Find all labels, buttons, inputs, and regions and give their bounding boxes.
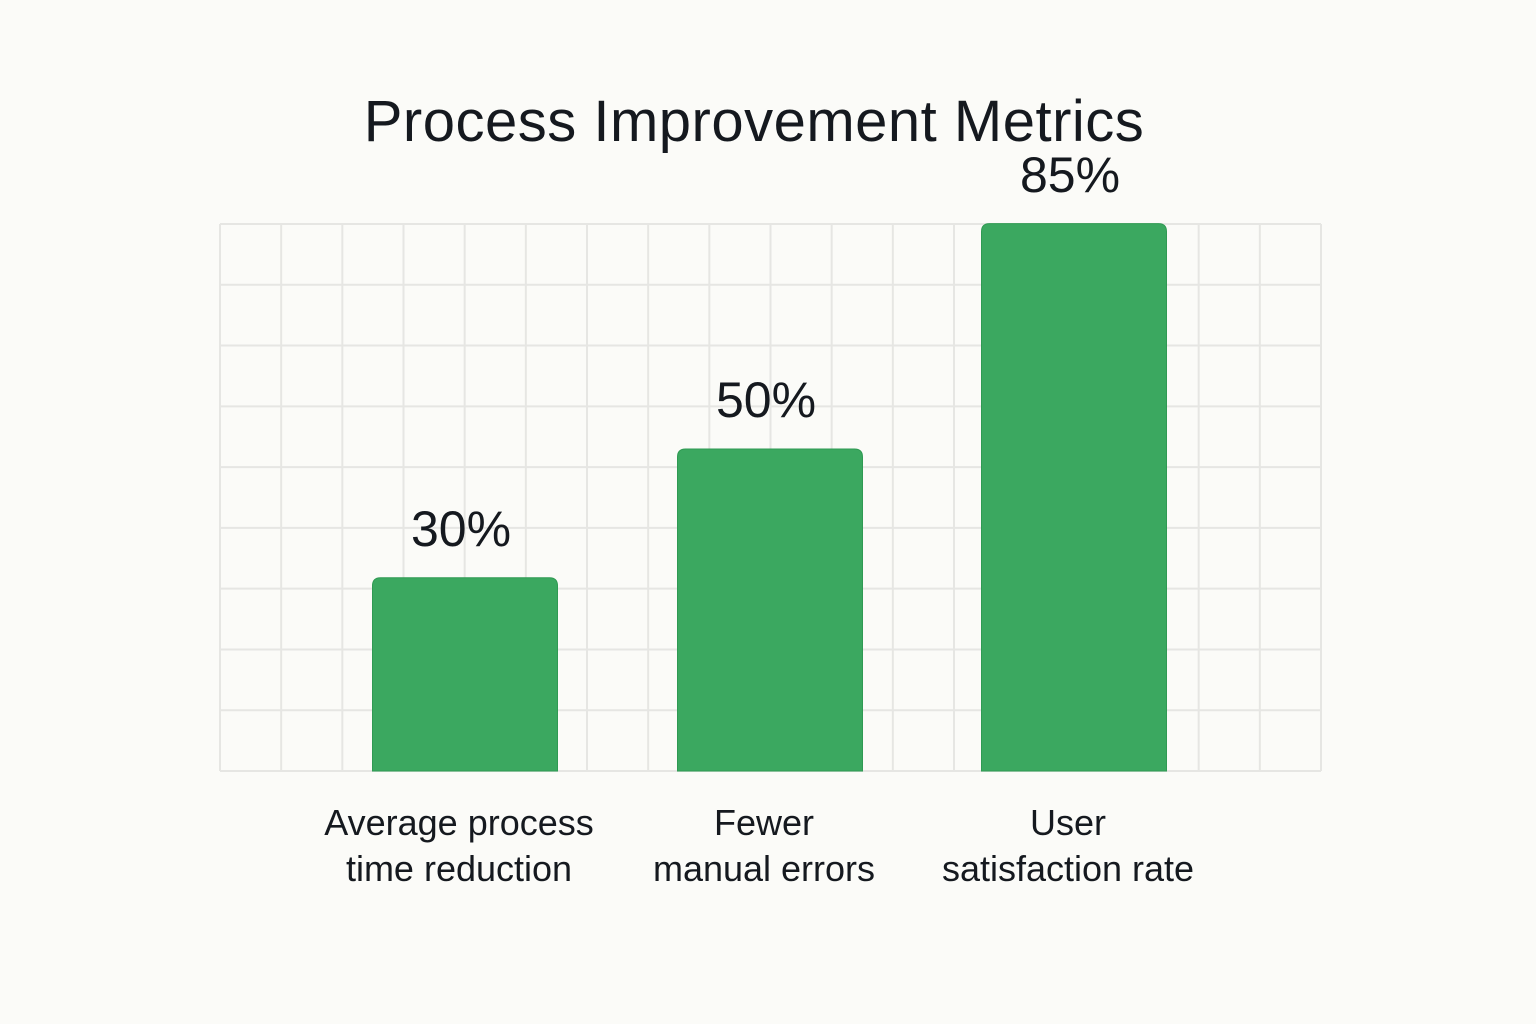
data-label-3: 85% bbox=[1019, 146, 1121, 203]
category-label-2: Fewer manual errors bbox=[652, 802, 876, 889]
bar-1 bbox=[372, 577, 558, 772]
chart-title: Process Improvement Metrics bbox=[363, 89, 1145, 154]
category-label-1: Average process time reduction bbox=[324, 802, 594, 889]
data-label-1: 30% bbox=[410, 500, 512, 557]
bar-3 bbox=[981, 223, 1167, 772]
data-label-2: 50% bbox=[715, 372, 817, 428]
category-label-3: User satisfaction rate bbox=[941, 802, 1195, 889]
bar-2 bbox=[677, 448, 863, 772]
